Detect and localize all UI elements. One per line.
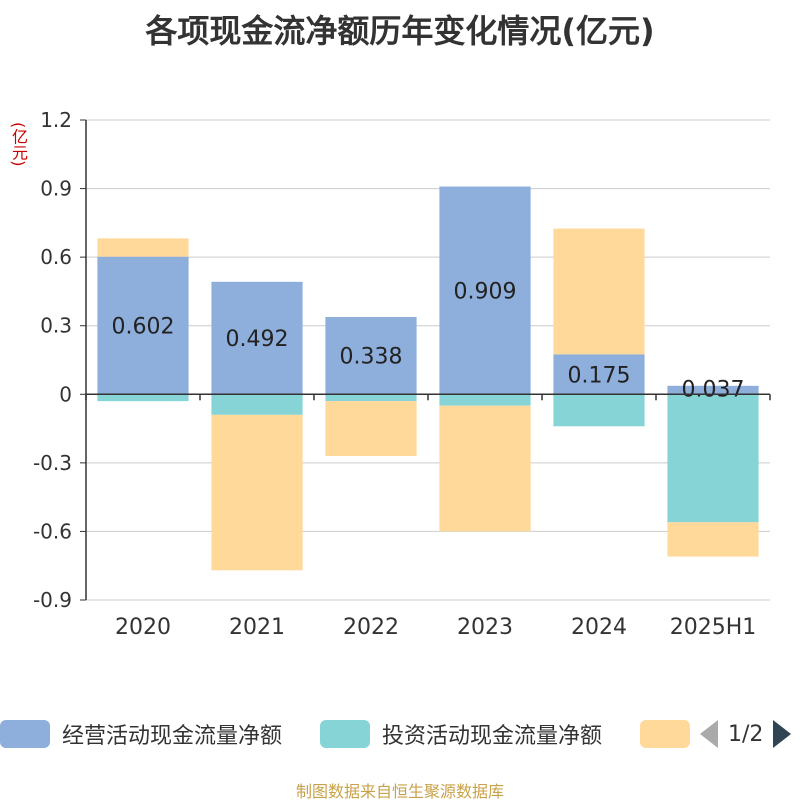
data-label-operating: 0.175 — [568, 363, 631, 388]
chart-title: 各项现金流净额历年变化情况(亿元) — [145, 12, 655, 50]
bar-investing-2021[interactable] — [211, 394, 303, 415]
legend-label-operating: 经营活动现金流量净额 — [62, 724, 283, 749]
y-tick-label: 0.3 — [40, 314, 72, 338]
bar-series3-2025H1[interactable] — [667, 522, 759, 557]
y-tick-label: 0.6 — [40, 245, 72, 269]
bar-series3-2022[interactable] — [325, 401, 417, 456]
y-tick-label: 1.2 — [40, 108, 72, 132]
bar-operating-2022[interactable] — [325, 317, 417, 395]
data-label-operating: 0.037 — [682, 377, 745, 402]
y-tick-label: 0.9 — [40, 177, 72, 201]
x-tick-label: 2021 — [229, 615, 285, 640]
legend-pager: 1/2 — [700, 716, 792, 752]
bar-series3-2020[interactable] — [97, 238, 189, 257]
data-label-operating: 0.909 — [454, 279, 517, 304]
bar-investing-2020[interactable] — [97, 394, 189, 402]
bar-series3-2024[interactable] — [553, 228, 645, 355]
legend-swatch-investing — [320, 720, 370, 748]
bar-chart: 0.602 0.492 0.338 0.909 0.175 0.037 1.2 0.9 0.6… — [33, 108, 771, 640]
bar-investing-2022[interactable] — [325, 394, 417, 402]
bar-operating-2021[interactable] — [211, 281, 303, 395]
bar-operating-2025H1[interactable] — [667, 385, 759, 395]
bar-operating-2024[interactable] — [553, 354, 645, 395]
legend-swatch-operating — [0, 720, 50, 748]
y-tick-label: -0.9 — [33, 588, 72, 612]
bar-investing-2023[interactable] — [439, 394, 531, 406]
legend-next-page-icon[interactable] — [773, 720, 792, 748]
bar-operating-2023[interactable] — [439, 186, 531, 395]
bar-investing-2024[interactable] — [553, 394, 645, 427]
legend-label-investing: 投资活动现金流量净额 — [382, 724, 603, 749]
data-label-operating: 0.338 — [340, 345, 403, 370]
y-tick-label: 0 — [59, 382, 72, 406]
x-tick-label: 2025H1 — [670, 615, 757, 640]
bars — [97, 186, 759, 571]
data-label-operating: 0.602 — [112, 314, 175, 339]
y-tick-label: -0.3 — [33, 451, 72, 475]
x-tick-label: 2022 — [343, 615, 399, 640]
data-label-operating: 0.492 — [226, 327, 289, 352]
legend-swatch-third — [640, 720, 690, 748]
legend-page-indicator: 1/2 — [728, 721, 764, 747]
x-tick-label: 2020 — [115, 615, 171, 640]
data-source-note: 制图数据来自恒生聚源数据库 — [295, 782, 504, 801]
legend-item-operating[interactable]: 经营活动现金流量净额 — [0, 716, 282, 752]
axes: 1.2 0.9 0.6 0.3 0 -0.3 -0.6 -0.9 2020 2021 2022 202… — [33, 108, 771, 640]
bar-operating-2020[interactable] — [97, 256, 189, 395]
bar-series3-2021[interactable] — [211, 414, 303, 571]
bar-series3-2023[interactable] — [439, 405, 531, 532]
data-labels: 0.602 0.492 0.338 0.909 0.175 0.037 — [112, 279, 745, 402]
legend-prev-page-icon[interactable] — [700, 720, 718, 748]
x-tick-label: 2024 — [571, 615, 627, 640]
bar-investing-2025H1[interactable] — [667, 394, 759, 523]
legend-item-investing[interactable]: 投资活动现金流量净额 — [320, 716, 602, 752]
legend: 经营活动现金流量净额 投资活动现金流量净额 1/2 — [0, 716, 800, 756]
legend-item-third[interactable] — [640, 716, 690, 752]
x-tick-label: 2023 — [457, 615, 513, 640]
y-axis-unit-label: (亿元) — [9, 122, 28, 167]
y-tick-label: -0.6 — [33, 519, 72, 543]
